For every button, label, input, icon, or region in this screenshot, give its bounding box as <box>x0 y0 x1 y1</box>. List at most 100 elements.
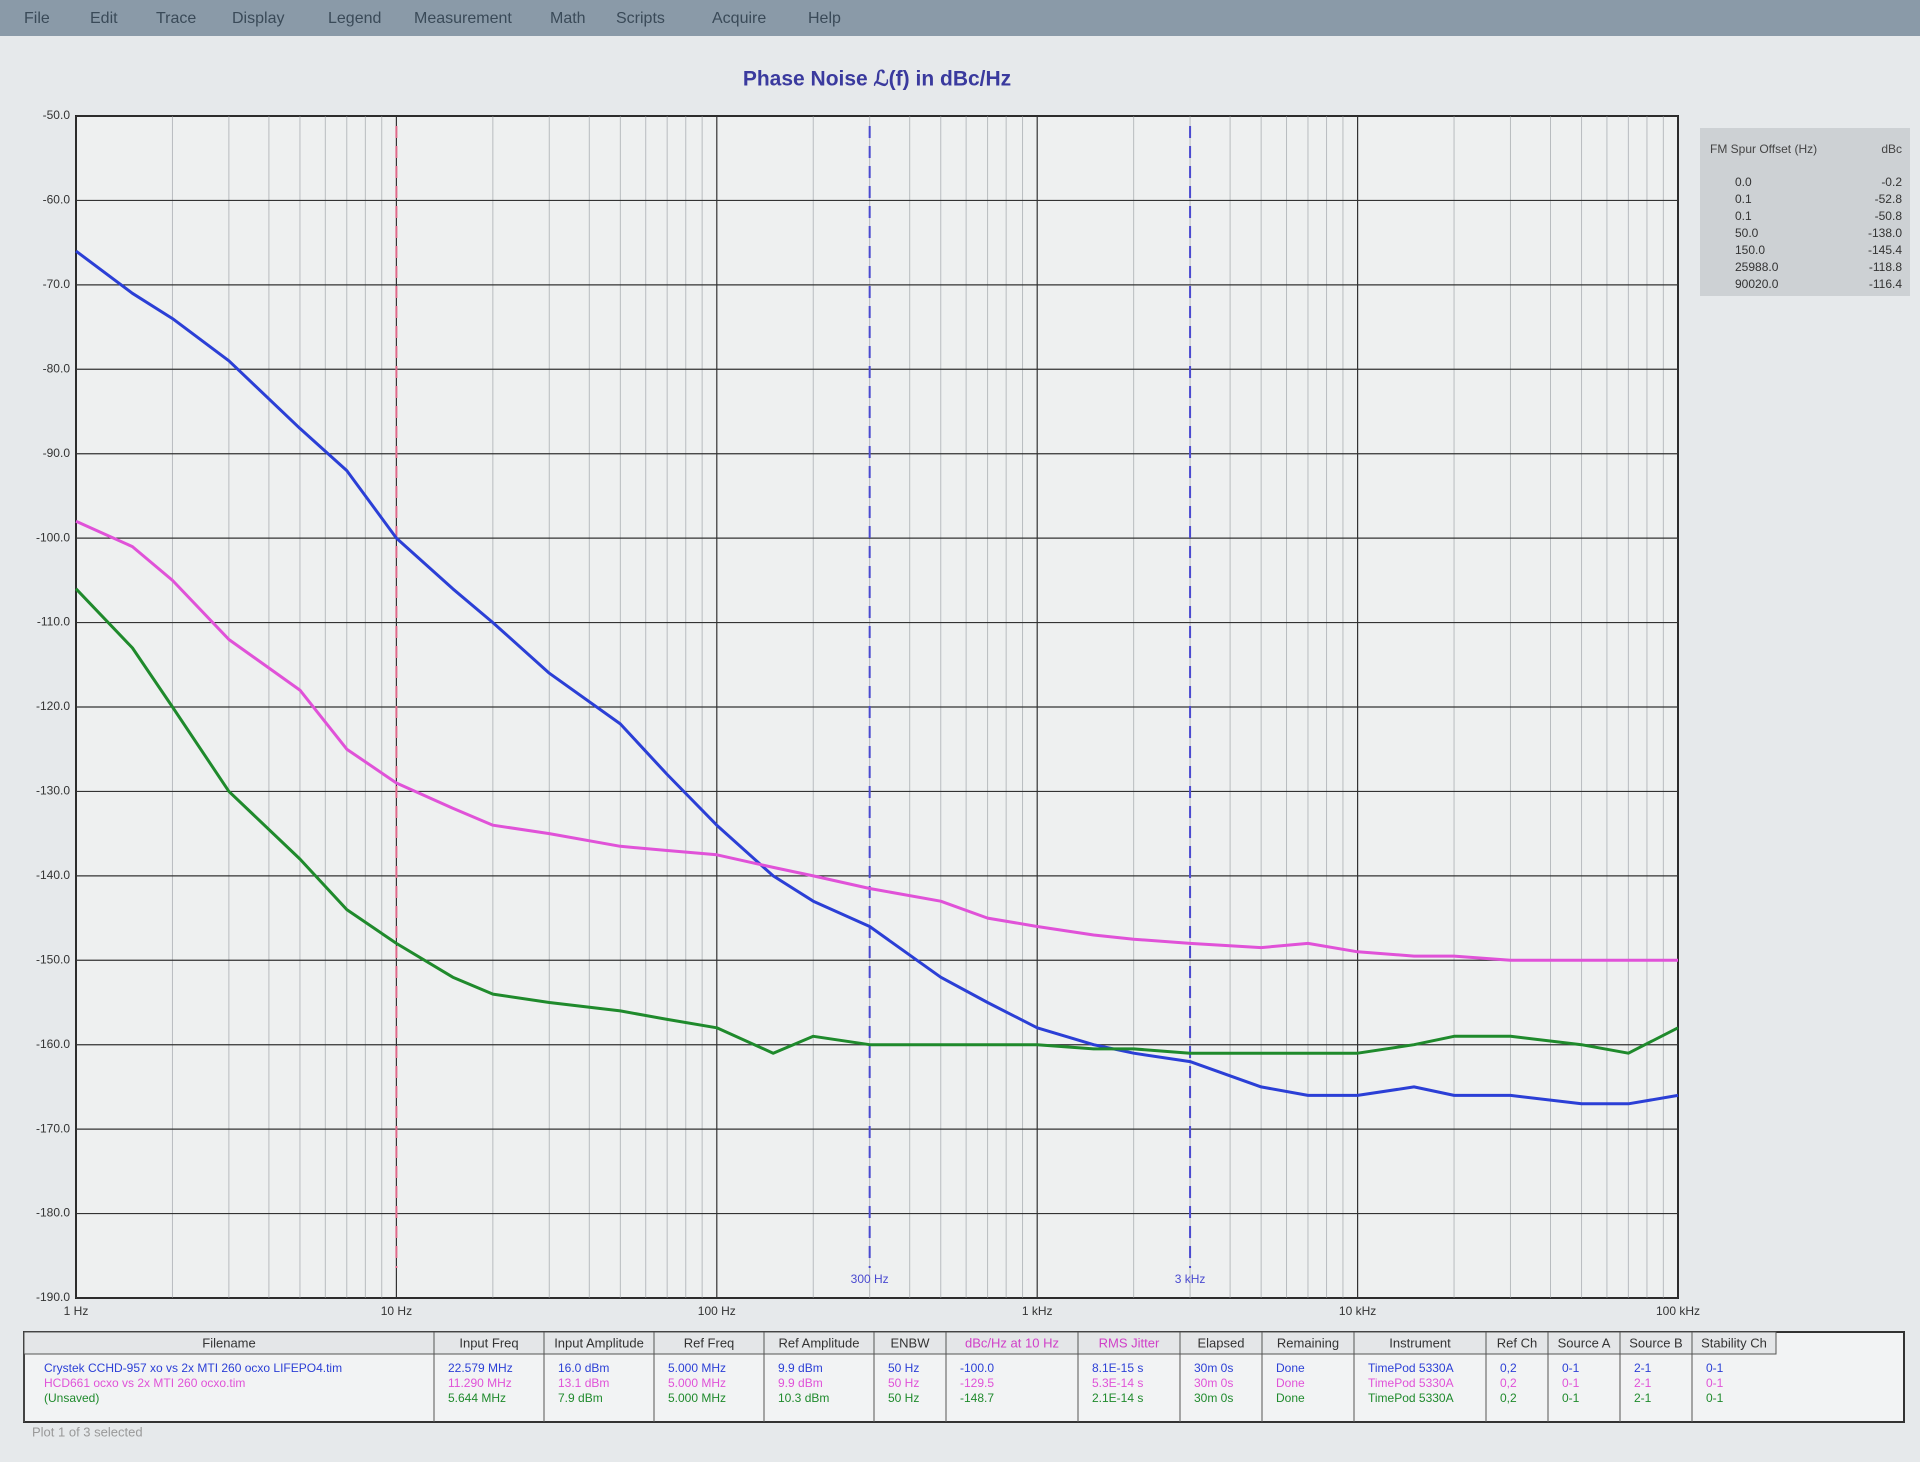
table-cell: (Unsaved) <box>44 1391 99 1405</box>
y-tick-label: -80.0 <box>43 361 71 375</box>
marker-label: 300 Hz <box>851 1272 889 1286</box>
table-header: Elapsed <box>1198 1335 1245 1350</box>
table-cell: HCD661 ocxo vs 2x MTI 260 ocxo.tim <box>44 1376 245 1390</box>
table-cell: 5.3E-14 s <box>1092 1376 1143 1390</box>
table-cell: -129.5 <box>960 1376 994 1390</box>
menu-item: Display <box>232 10 284 27</box>
y-tick-label: -100.0 <box>36 530 70 544</box>
table-cell: 9.9 dBm <box>778 1376 823 1390</box>
table-header: Instrument <box>1389 1335 1451 1350</box>
spur-cell: -118.8 <box>1869 260 1902 274</box>
spur-cell: 150.0 <box>1735 243 1765 257</box>
table-cell: 8.1E-15 s <box>1092 1361 1143 1375</box>
table-cell: Done <box>1276 1391 1305 1405</box>
trace-line <box>74 587 1679 1055</box>
table-header-cell <box>1691 1331 1777 1355</box>
table-cell: Crystek CCHD-957 xo vs 2x MTI 260 ocxo L… <box>44 1361 342 1375</box>
status-text: Plot 1 of 3 selected <box>32 1424 143 1439</box>
table-cell: 0-1 <box>1706 1376 1724 1390</box>
table-cell: 50 Hz <box>888 1391 919 1405</box>
menu-item: Measurement <box>414 10 512 27</box>
spur-cell: 0.1 <box>1735 209 1752 223</box>
table-cell: 0-1 <box>1706 1391 1724 1405</box>
spur-panel <box>1700 128 1910 296</box>
table-cell: -148.7 <box>960 1391 994 1405</box>
table-cell: 13.1 dBm <box>558 1376 609 1390</box>
table-cell: 5.000 MHz <box>668 1361 726 1375</box>
table-cell: 22.579 MHz <box>448 1361 513 1375</box>
table-header: RMS Jitter <box>1099 1335 1160 1350</box>
trace-line <box>75 519 1678 962</box>
table-header: Input Freq <box>459 1335 518 1350</box>
marker-label: 3 kHz <box>1175 1272 1206 1286</box>
table-cell: TimePod 5330A <box>1368 1391 1454 1405</box>
table-header: dBc/Hz at 10 Hz <box>965 1335 1059 1350</box>
spur-cell: -116.4 <box>1869 277 1902 291</box>
menu-item: Scripts <box>616 10 665 27</box>
table-header: Source B <box>1629 1335 1682 1350</box>
table-cell: 5.644 MHz <box>448 1391 506 1405</box>
menu-item: Help <box>808 10 841 27</box>
table-header: ENBW <box>891 1335 931 1350</box>
trace-line <box>75 249 1679 1106</box>
table-header: Ref Amplitude <box>779 1335 860 1350</box>
table-cell: 30m 0s <box>1194 1391 1233 1405</box>
table-cell: 7.9 dBm <box>558 1391 603 1405</box>
table-header: Filename <box>202 1335 255 1350</box>
table-cell: 2-1 <box>1634 1391 1652 1405</box>
spur-cell: 0.0 <box>1735 175 1752 189</box>
x-tick-label: 100 Hz <box>698 1304 736 1318</box>
spur-cell: -52.8 <box>1875 192 1903 206</box>
table-cell: -100.0 <box>960 1361 994 1375</box>
table-cell: Done <box>1276 1361 1305 1375</box>
spur-cell: -0.2 <box>1881 175 1902 189</box>
x-tick-label: 1 kHz <box>1022 1304 1053 1318</box>
table-header: Source A <box>1558 1335 1611 1350</box>
table-cell: Done <box>1276 1376 1305 1390</box>
x-tick-label: 10 kHz <box>1339 1304 1376 1318</box>
table-cell: 9.9 dBm <box>778 1361 823 1375</box>
table-cell: 0,2 <box>1500 1391 1517 1405</box>
table-cell: 10.3 dBm <box>778 1391 829 1405</box>
table-cell: 0,2 <box>1500 1376 1517 1390</box>
spur-header: FM Spur Offset (Hz) <box>1710 142 1817 156</box>
spur-cell: -138.0 <box>1868 226 1902 240</box>
y-tick-label: -190.0 <box>36 1290 70 1304</box>
table-cell: 0,2 <box>1500 1361 1517 1375</box>
table-header: Ref Freq <box>684 1335 735 1350</box>
y-tick-label: -110.0 <box>37 615 70 629</box>
table-cell: 50 Hz <box>888 1361 919 1375</box>
table-cell: 5.000 MHz <box>668 1376 726 1390</box>
menu-item: Math <box>550 10 586 27</box>
menu-bar <box>0 0 1920 36</box>
x-tick-label: 1 Hz <box>64 1304 89 1318</box>
y-tick-label: -180.0 <box>36 1206 70 1220</box>
spur-cell: 0.1 <box>1735 192 1752 206</box>
table-cell: 0-1 <box>1562 1361 1580 1375</box>
spur-cell: 90020.0 <box>1735 277 1779 291</box>
chart-title: Phase Noise ℒ(f) in dBc/Hz <box>743 68 1011 91</box>
table-header: Remaining <box>1277 1335 1339 1350</box>
spur-cell: 50.0 <box>1735 226 1759 240</box>
table-cell: 30m 0s <box>1194 1361 1233 1375</box>
table-cell: 30m 0s <box>1194 1376 1233 1390</box>
table-cell: 2-1 <box>1634 1376 1652 1390</box>
x-tick-label: 10 Hz <box>381 1304 412 1318</box>
table-header: Input Amplitude <box>554 1335 644 1350</box>
table-cell: TimePod 5330A <box>1368 1376 1454 1390</box>
table-header: Stability Ch <box>1701 1335 1767 1350</box>
menu-item: Acquire <box>712 10 766 27</box>
table-cell: 0-1 <box>1562 1376 1580 1390</box>
table-cell: 16.0 dBm <box>558 1361 609 1375</box>
y-tick-label: -160.0 <box>36 1037 70 1051</box>
y-tick-label: -150.0 <box>36 952 70 966</box>
menu-item: Trace <box>156 10 196 27</box>
table-cell: TimePod 5330A <box>1368 1361 1454 1375</box>
spur-cell: -145.4 <box>1868 243 1902 257</box>
y-tick-label: -140.0 <box>36 868 70 882</box>
menu-item: Edit <box>90 10 118 27</box>
table-cell: 0-1 <box>1562 1391 1580 1405</box>
x-tick-label: 100 kHz <box>1656 1304 1700 1318</box>
spur-cell: 25988.0 <box>1735 260 1779 274</box>
